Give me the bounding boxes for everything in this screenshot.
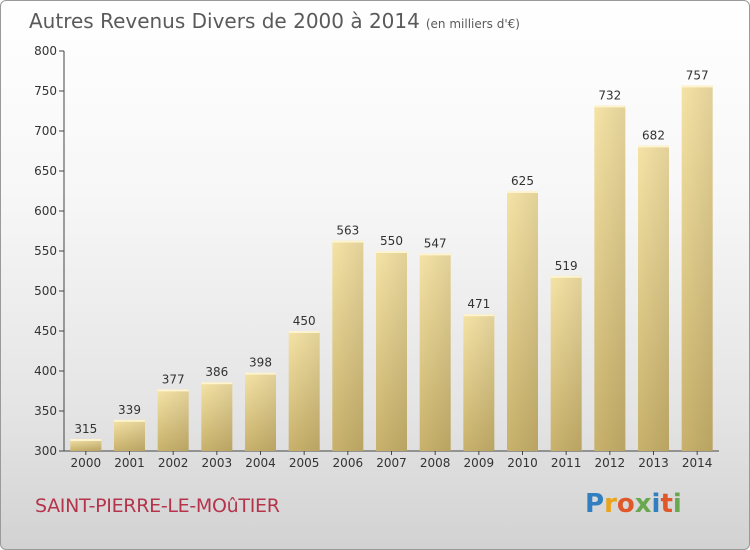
data-label: 450 bbox=[293, 314, 316, 328]
logo-letter: P bbox=[585, 489, 605, 519]
y-tick-label: 600 bbox=[34, 204, 57, 218]
x-tick-label: 2000 bbox=[71, 456, 102, 470]
bar-highlight bbox=[550, 275, 582, 278]
x-tick-label: 2009 bbox=[464, 456, 495, 470]
bar-shade bbox=[681, 85, 713, 452]
x-tick-label: 2003 bbox=[202, 456, 233, 470]
bar-highlight bbox=[114, 419, 145, 422]
data-label: 757 bbox=[686, 68, 709, 82]
x-tick-label: 2005 bbox=[289, 456, 320, 470]
chart-subtitle: (en milliers d'€) bbox=[425, 17, 520, 31]
x-tick-label: 2007 bbox=[376, 456, 407, 470]
chart-axes: 300 350 400 450 500 550 600 650 700 750 800 2000 200… bbox=[34, 44, 719, 470]
bar-highlight bbox=[507, 191, 538, 193]
data-label: 471 bbox=[467, 297, 490, 311]
chart-bars bbox=[70, 85, 713, 452]
y-tick-label: 750 bbox=[34, 84, 57, 98]
y-tick-label: 800 bbox=[34, 44, 57, 58]
data-label: 732 bbox=[598, 88, 621, 102]
data-label: 315 bbox=[74, 422, 97, 436]
data-label: 398 bbox=[249, 356, 272, 370]
bar-shade bbox=[332, 240, 364, 451]
y-tick-label: 400 bbox=[34, 364, 57, 378]
x-tick-label: 2012 bbox=[595, 456, 626, 470]
x-tick-label: 2004 bbox=[245, 456, 276, 470]
chart-title: Autres Revenus Divers de 2000 à 2014 (en … bbox=[29, 9, 520, 33]
bar-shade bbox=[638, 145, 669, 451]
bar-shade bbox=[114, 419, 145, 451]
logo-letter: i bbox=[672, 489, 682, 519]
bar-highlight bbox=[594, 105, 626, 108]
bar-highlight bbox=[201, 382, 233, 385]
x-tick-label: 2013 bbox=[638, 456, 669, 470]
y-tick-label: 450 bbox=[34, 324, 57, 338]
bar-shade bbox=[376, 251, 407, 451]
bar-highlight bbox=[332, 240, 364, 243]
bar-shade bbox=[463, 314, 495, 451]
proxiti-logo: Proxiti bbox=[585, 489, 682, 519]
bar-highlight bbox=[638, 145, 669, 148]
data-label: 377 bbox=[162, 372, 185, 386]
y-tick-label: 550 bbox=[34, 244, 57, 258]
chart-data-labels: 315 339 377 386 398 450 563 550 547 471 625 519 732 6… bbox=[74, 68, 708, 436]
y-tick-label: 350 bbox=[34, 404, 57, 418]
y-tick-label: 650 bbox=[34, 164, 57, 178]
y-tick-label: 700 bbox=[34, 124, 57, 138]
logo-letter: x bbox=[634, 489, 652, 519]
x-tick-label: 2008 bbox=[420, 456, 451, 470]
bar-highlight bbox=[70, 439, 102, 441]
bar-shade bbox=[245, 372, 276, 451]
data-label: 682 bbox=[642, 128, 665, 142]
bar-shade bbox=[288, 331, 320, 451]
city-name: SAINT-PIERRE-LE-MOûTIER bbox=[35, 495, 280, 517]
y-tick-label: 300 bbox=[34, 444, 57, 458]
bar-shade bbox=[201, 382, 233, 451]
x-tick-label: 2010 bbox=[507, 456, 538, 470]
bar-shade bbox=[70, 439, 102, 451]
bar-highlight bbox=[419, 253, 451, 256]
logo-letter: i bbox=[651, 489, 661, 519]
bar-shade bbox=[550, 275, 582, 451]
bar-shade bbox=[507, 191, 538, 451]
bar-shade bbox=[157, 389, 189, 451]
logo-letter: t bbox=[660, 489, 673, 519]
bar-highlight bbox=[157, 389, 189, 392]
bar-highlight bbox=[463, 314, 495, 317]
bar-highlight bbox=[681, 85, 713, 88]
bar-shade bbox=[419, 253, 451, 451]
bar-highlight bbox=[245, 372, 276, 375]
data-label: 386 bbox=[205, 365, 228, 379]
x-tick-label: 2002 bbox=[158, 456, 189, 470]
bar-highlight bbox=[288, 331, 320, 333]
x-tick-label: 2011 bbox=[551, 456, 582, 470]
chart-title-text: Autres Revenus Divers de 2000 à 2014 bbox=[29, 9, 420, 33]
logo-letter: o bbox=[616, 489, 635, 519]
data-label: 339 bbox=[118, 403, 141, 417]
data-label: 550 bbox=[380, 234, 403, 248]
data-label: 547 bbox=[424, 236, 447, 250]
bar-shade bbox=[594, 105, 626, 452]
data-label: 519 bbox=[555, 259, 578, 273]
x-tick-label: 2014 bbox=[682, 456, 713, 470]
y-tick-label: 500 bbox=[34, 284, 57, 298]
data-label: 563 bbox=[336, 224, 359, 238]
bar-highlight bbox=[376, 251, 407, 253]
data-label: 625 bbox=[511, 174, 534, 188]
logo-letter: r bbox=[604, 489, 617, 519]
x-tick-label: 2006 bbox=[333, 456, 364, 470]
x-tick-label: 2001 bbox=[114, 456, 145, 470]
